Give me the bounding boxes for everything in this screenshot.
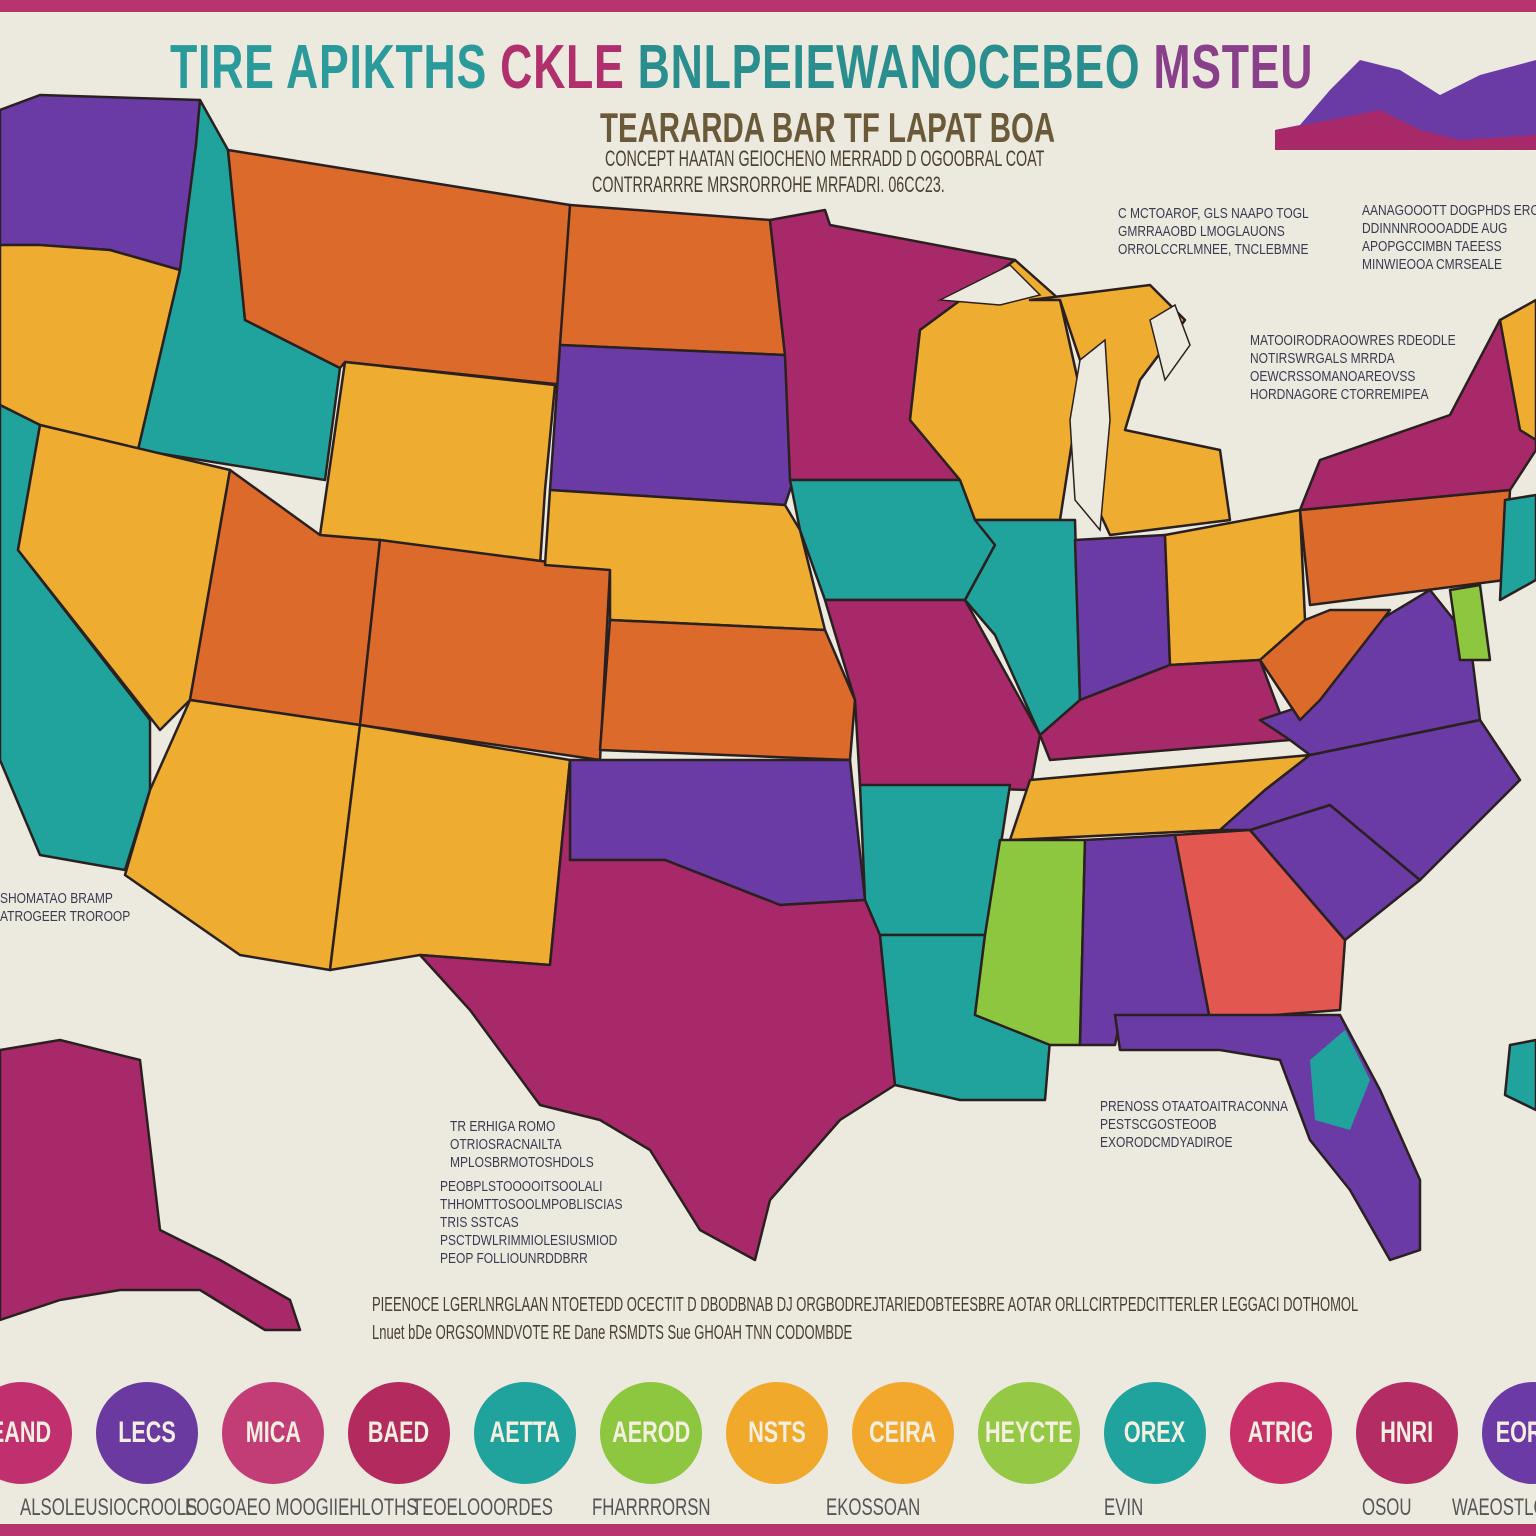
legend-label: MICA — [245, 1416, 301, 1449]
state-south-dakota — [548, 343, 797, 507]
long-note: PIEENOCE LGERLNRGLAAN NTOETEDD OCECTIT D… — [372, 1294, 1359, 1316]
state-kansas — [598, 618, 857, 762]
footer-text: TEOELOOORDES — [412, 1494, 553, 1521]
legend-label: AETTA — [489, 1416, 561, 1449]
footer-text: EKOSSOAN — [826, 1494, 921, 1521]
legend-label: HNRI — [1380, 1416, 1434, 1449]
map-title: TIRE APIKTHS CKLE BNLPEIEWANOCEBEO MSTEU — [170, 32, 1313, 103]
legend-label: ATRIG — [1248, 1416, 1314, 1449]
legend-chip: OREX — [1104, 1382, 1206, 1484]
state-new-jersey — [1498, 493, 1536, 602]
note-block: MATOOIRODRAOOWRES RDEODLE NOTIRSWRGALS M… — [1250, 332, 1456, 403]
note-block: TR ERHIGA ROMO OTRIOSRACNAILTA MPLOSBRMO… — [450, 1118, 594, 1171]
state-north-dakota — [558, 203, 787, 357]
footer-text: FHARRRORSN — [592, 1494, 711, 1521]
state-arizona — [123, 698, 362, 972]
state-island — [1503, 1038, 1536, 1112]
title-part-2: CKLE — [500, 33, 625, 102]
footer-text: OSOU — [1362, 1494, 1412, 1521]
title-part-1: TIRE APIKTHS — [170, 33, 488, 102]
state-new-york — [1298, 308, 1536, 512]
state-iowa — [788, 478, 997, 602]
legend-chip: LECS — [96, 1382, 198, 1484]
note-block: PEOBPLSTOOOOITSOOLALI THHOMTTOSOOLMPOBLI… — [440, 1178, 623, 1267]
state-wyoming — [318, 360, 557, 567]
long-note-2: Lnuet bDe ORGSOMNDVOTE RE Dane RSMDTS Su… — [372, 1322, 853, 1344]
state-texas — [418, 758, 897, 1262]
state-alaska — [0, 1038, 302, 1332]
decor-ribbon-2 — [1275, 110, 1536, 150]
legend-chip: HNRI — [1356, 1382, 1458, 1484]
state-delaware — [1448, 583, 1492, 662]
footer-text: EVIN — [1104, 1494, 1144, 1521]
lake-superior — [937, 264, 1042, 306]
bottom-border — [0, 1524, 1536, 1536]
legend-chip: CEIRA — [852, 1382, 954, 1484]
legend-label: LECS — [118, 1416, 176, 1449]
legend-label: HEYCTE — [985, 1416, 1073, 1449]
legend-chip: EORTH — [1482, 1382, 1536, 1484]
legend-chip: HEYCTE — [978, 1382, 1080, 1484]
top-border — [0, 0, 1536, 12]
state-colorado — [358, 538, 612, 762]
note-block: AANAGOOOTT DOGPHDS EROAES DDINNNROOOADDE… — [1362, 202, 1536, 273]
legend-label: BAED — [368, 1416, 430, 1449]
legend-chip: AEROD — [600, 1382, 702, 1484]
state-new-mexico — [328, 723, 572, 972]
legend-chip: NSTS — [726, 1382, 828, 1484]
note-block: C MCTOAROF, GLS NAAPO TOGL GMRRAAOBD LMO… — [1118, 205, 1309, 258]
footer-text: EOGOAEO MOOGIIEHLOTHS — [185, 1494, 418, 1521]
legend-chip: ATRIG — [1230, 1382, 1332, 1484]
title-part-4: MSTEU — [1153, 33, 1314, 102]
lake-huron — [1149, 303, 1191, 382]
header-line-2: CONTRRARRRE MRSRORROHE MRFADRI. 06CC23. — [592, 172, 945, 197]
legend-chip: MICA — [222, 1382, 324, 1484]
legend-label: AEROD — [611, 1416, 691, 1449]
note-block: PRENOSS OTAATOAITRACONNA PESTSCGOSTEOOB … — [1100, 1098, 1289, 1151]
legend-chip: BAED — [348, 1382, 450, 1484]
legend-chip: AETTA — [474, 1382, 576, 1484]
header-line-1: CONCEPT HAATAN GEIOCHENO MERRADD D OGOOB… — [605, 146, 1045, 171]
note-block: SHOMATAO BRAMP ATROGEER TROROOP — [0, 890, 131, 925]
state-florida-teal — [1310, 1030, 1370, 1130]
us-map — [0, 60, 1536, 1332]
legend-label: CEIRA — [869, 1416, 937, 1449]
state-nevada — [16, 423, 232, 732]
lake-michigan — [1069, 338, 1111, 532]
state-west-virginia — [1258, 608, 1392, 722]
state-new-england — [1498, 298, 1536, 442]
legend-label: EORTH — [1495, 1416, 1536, 1449]
legend-label: OREX — [1124, 1416, 1186, 1449]
title-part-3: BNLPEIEWANOCEBEO — [637, 33, 1141, 102]
footer-text: ALSOLEUSIOCROOLS — [20, 1494, 198, 1521]
legend-label: NSTS — [748, 1416, 806, 1449]
map-subtitle: TEARARDA BAR TF LAPAT BOA — [600, 104, 1056, 151]
footer-text: WAEOSTLO — [1452, 1494, 1536, 1521]
